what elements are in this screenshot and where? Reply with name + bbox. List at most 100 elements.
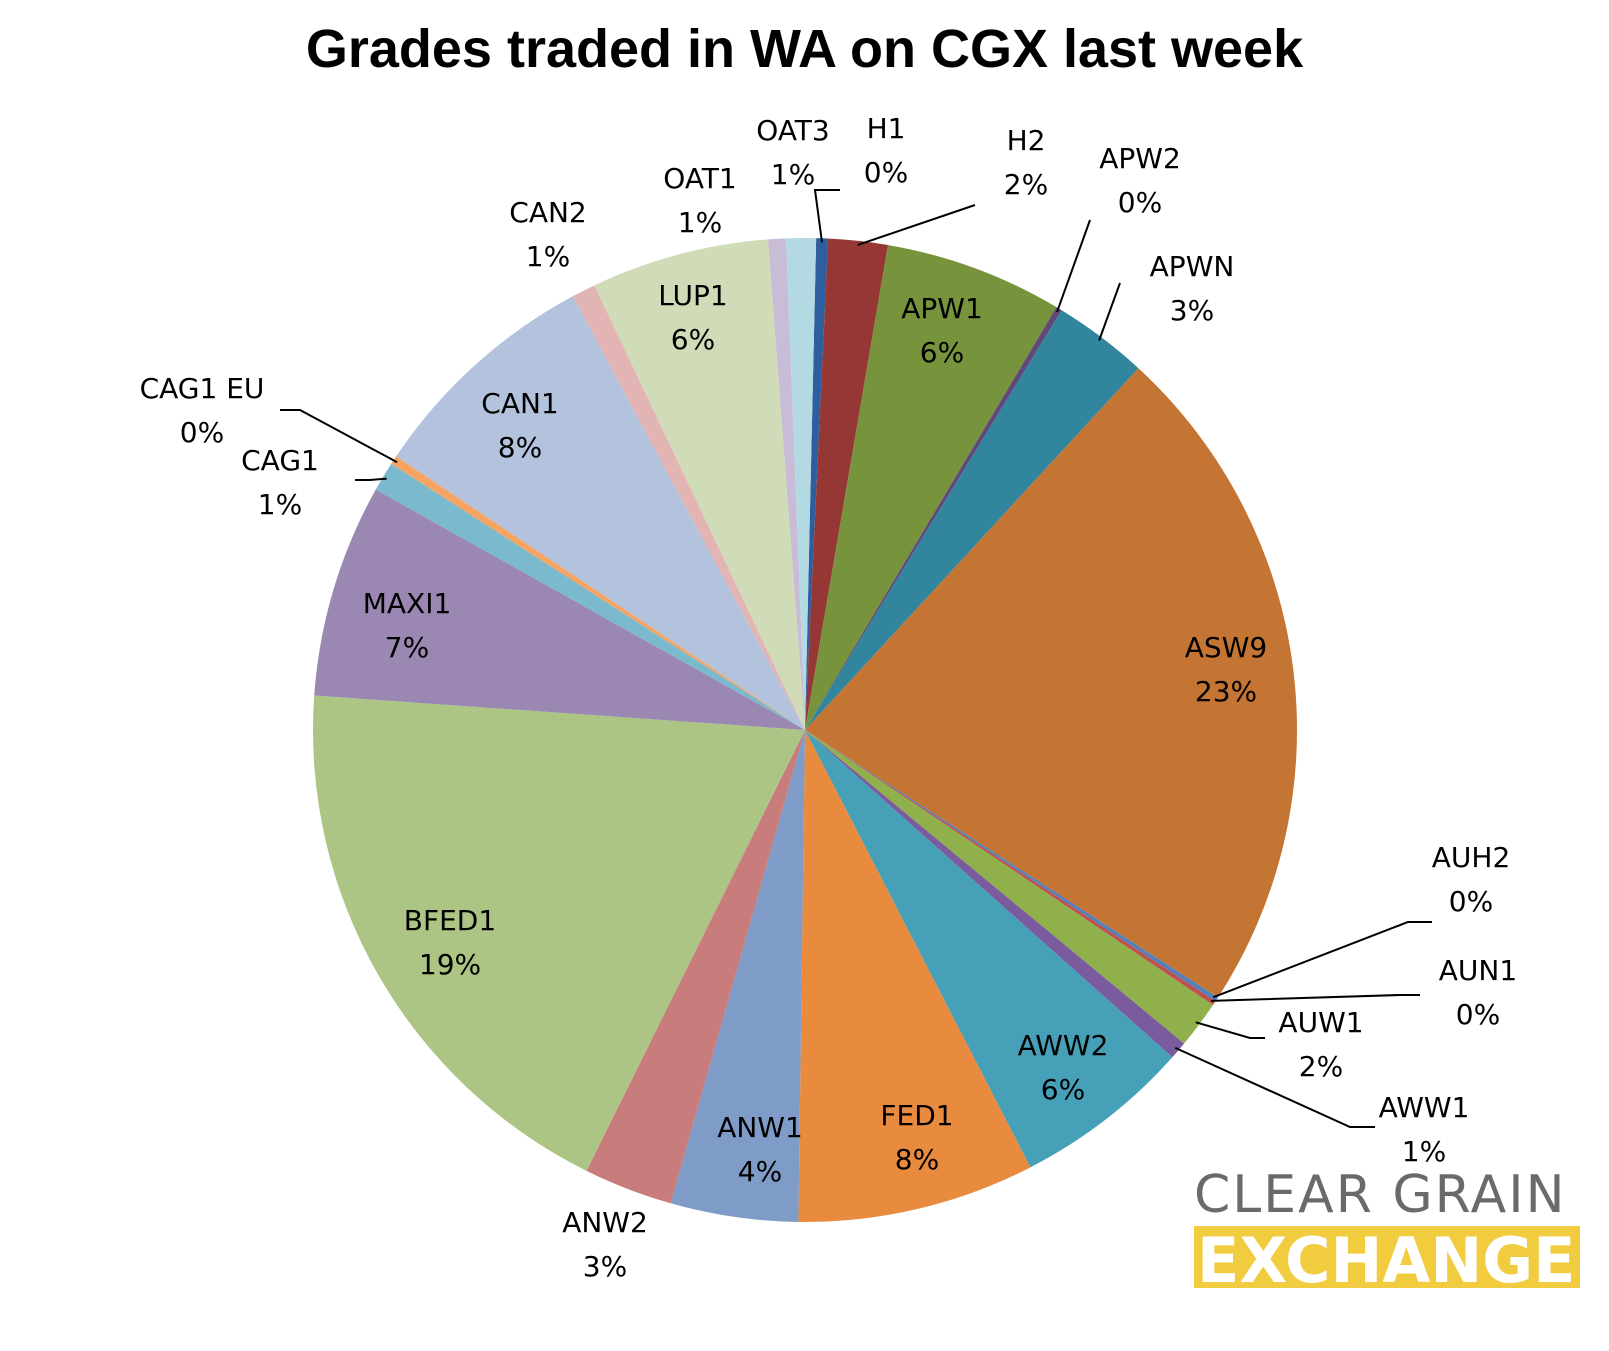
slice-name: OAT3 [756,114,829,147]
slice-name: ANW2 [562,1206,648,1239]
slice-percent: 3% [1170,294,1214,327]
slice-percent: 8% [498,431,542,464]
leader-lines [280,189,1432,1128]
slice-percent: 0% [1449,885,1493,918]
slice-percent: 1% [771,158,815,191]
slice-percent: 1% [258,488,302,521]
pie-slice-h1 [805,238,829,730]
leader-line-aww1 [1174,1046,1375,1128]
pie-slice-apw2 [805,307,1062,730]
pie-slice-lup1 [594,239,805,730]
slice-percent: 2% [1004,168,1048,201]
slice-percent: 0% [864,156,908,189]
slice-name: APW1 [901,292,983,325]
slice-percent: 0% [1118,186,1162,219]
slice-label-apw1: APW1 6% [901,292,983,369]
slice-label-can1: CAN1 8% [481,387,558,464]
pie-slice-can1 [396,296,805,730]
leader-line-h1 [813,189,840,243]
pie-slice-maxi1 [314,489,805,730]
slice-label-cag1: CAG1 1% [241,444,319,521]
leader-line-aun1 [1210,994,1420,1002]
slice-name: CAG1 [241,444,319,477]
leader-line-auh2 [1212,921,1432,999]
slice-name: APW2 [1099,142,1181,175]
slice-name: LUP1 [658,279,727,312]
slice-label-aun1: AUN1 0% [1439,954,1517,1031]
slice-name: AUH2 [1432,841,1511,874]
pie-slice-cag1 [375,463,805,730]
chart-title: Grades traded in WA on CGX last week [305,19,1304,79]
slice-label-aww2: AWW2 6% [1018,1029,1109,1106]
slice-label-aww1: AWW1 1% [1379,1091,1470,1168]
pie-slice-aww2 [805,730,1173,1168]
slice-percent: 6% [920,336,964,369]
pie-slice-anw1 [670,730,805,1222]
slice-label-lup1: LUP1 6% [658,279,727,356]
slice-name: CAG1 EU [140,372,265,405]
logo-line-1: CLEAR GRAIN [1194,1165,1567,1225]
slice-label-h2: H2 2% [1004,124,1048,201]
slice-name: AUN1 [1439,954,1517,987]
pie-slice-anw2 [586,730,805,1204]
pie-slice-can2 [572,285,805,730]
slice-percent: 2% [1299,1050,1343,1083]
pie-slice-bfed1 [313,695,805,1171]
slice-name: ASW9 [1185,631,1267,664]
slice-label-auh2: AUH2 0% [1432,841,1511,918]
pie-slice-apwn [805,310,1139,730]
pie-slice-h2 [805,238,889,731]
slice-label-h1: H1 0% [864,112,908,189]
slice-label-anw2: ANW2 3% [562,1206,648,1283]
slice-label-cag1-eu: CAG1 EU 0% [140,372,265,449]
slice-name: OAT1 [663,162,736,195]
slice-percent: 4% [738,1155,782,1188]
pie-slice-apw1 [805,245,1057,731]
slice-percent: 3% [583,1250,627,1283]
slice-percent: 0% [1456,998,1500,1031]
pie-slice-aww1 [805,730,1185,1058]
slice-name: CAN2 [509,196,586,229]
slice-labels: H1 0%H2 2%APW1 6%APW2 0%APWN 3%ASW9 23%AUH2 0%A… [140,112,1518,1283]
pie-slice-fed1 [798,730,1031,1223]
slice-label-bfed1: BFED1 19% [404,904,496,981]
slice-percent: 1% [526,240,570,273]
slice-name: ANW1 [717,1111,803,1144]
slice-name: FED1 [880,1099,953,1132]
slice-percent: 1% [678,206,722,239]
pie-slice-aun1 [805,730,1216,1006]
leader-line-apwn [1098,282,1121,341]
slice-label-asw9: ASW9 23% [1185,631,1267,708]
leader-line-auw1 [1195,1021,1265,1039]
slice-name: BFED1 [404,904,496,937]
slice-percent: 8% [895,1143,939,1176]
slice-percent: 23% [1195,675,1257,708]
slice-percent: 6% [1041,1073,1085,1106]
slice-name: AUW1 [1278,1006,1363,1039]
slice-name: H2 [1007,124,1046,157]
slice-label-anw1: ANW1 4% [717,1111,803,1188]
pie-slices [313,238,1298,1223]
pie-slice-auh2 [805,730,1218,1002]
slice-name: H1 [867,112,906,145]
clear-grain-exchange-logo: CLEAR GRAIN EXCHANGE [1194,1165,1580,1297]
slice-label-maxi1: MAXI1 7% [363,587,452,664]
slice-percent: 7% [385,631,429,664]
pie-slice-oat1 [768,238,805,731]
slice-name: AWW1 [1379,1091,1470,1124]
slice-percent: 1% [1402,1135,1446,1168]
slice-percent: 6% [671,323,715,356]
slice-name: CAN1 [481,387,558,420]
slice-name: APWN [1150,250,1235,283]
slice-label-oat1: OAT1 1% [663,162,736,239]
slice-label-auw1: AUW1 2% [1278,1006,1363,1083]
logo-line-2: EXCHANGE [1197,1224,1575,1297]
slice-label-fed1: FED1 8% [880,1099,953,1176]
pie-slice-cag1-eu [391,456,805,730]
slice-label-oat3: OAT3 1% [756,114,829,191]
slice-label-can2: CAN2 1% [509,196,586,273]
pie-slice-auw1 [805,730,1213,1044]
slice-percent: 19% [419,948,481,981]
leader-line-h2 [857,204,976,246]
